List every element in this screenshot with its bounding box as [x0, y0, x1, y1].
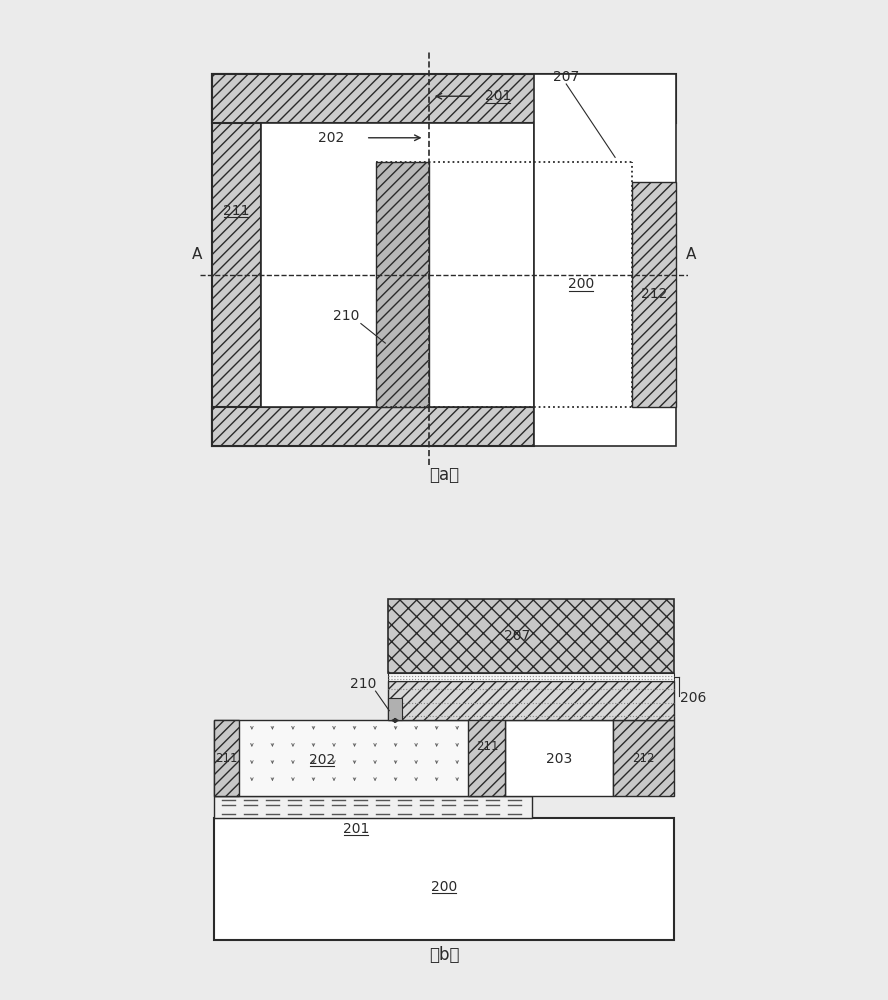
Text: 212: 212: [631, 752, 654, 765]
Bar: [505, 720, 613, 796]
Bar: [613, 720, 674, 796]
Bar: [261, 123, 535, 407]
Text: A: A: [686, 247, 696, 262]
Bar: [214, 720, 483, 796]
Text: 202: 202: [309, 753, 335, 767]
Text: 211: 211: [476, 740, 498, 753]
Text: 202: 202: [319, 131, 345, 145]
Bar: [388, 681, 674, 720]
Text: 200: 200: [431, 880, 457, 894]
Text: 206: 206: [679, 691, 706, 705]
Text: （b）: （b）: [429, 946, 459, 964]
Text: 201: 201: [485, 89, 511, 103]
Bar: [388, 698, 402, 720]
Text: 211: 211: [215, 752, 238, 765]
Text: 207: 207: [504, 629, 530, 643]
Text: 211: 211: [223, 204, 250, 218]
Bar: [214, 818, 674, 940]
Text: 201: 201: [343, 822, 369, 836]
Bar: [211, 74, 261, 446]
Text: 200: 200: [567, 277, 594, 291]
Text: 212: 212: [641, 287, 668, 301]
Text: 210: 210: [333, 309, 360, 323]
Bar: [535, 74, 677, 446]
Bar: [211, 74, 677, 123]
Bar: [214, 796, 532, 818]
Bar: [632, 182, 677, 407]
Text: 205: 205: [504, 693, 530, 707]
Text: 207: 207: [553, 70, 579, 84]
Bar: [469, 696, 505, 796]
Bar: [376, 162, 429, 407]
Bar: [214, 720, 239, 796]
Bar: [388, 673, 674, 681]
Bar: [388, 599, 674, 673]
Text: 210: 210: [350, 677, 377, 691]
Text: （a）: （a）: [429, 466, 459, 484]
Text: A: A: [192, 247, 202, 262]
Bar: [211, 407, 535, 446]
Text: 203: 203: [546, 752, 572, 766]
